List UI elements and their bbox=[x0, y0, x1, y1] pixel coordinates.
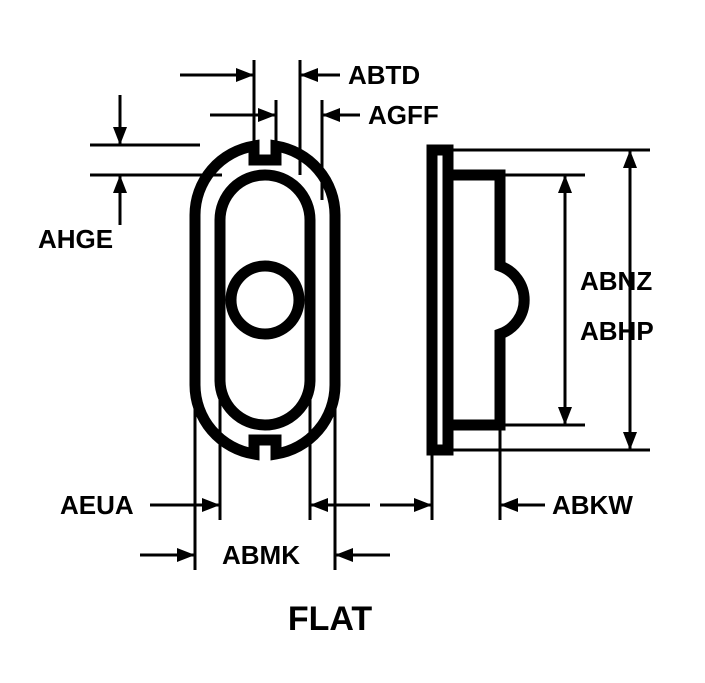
side-view bbox=[432, 150, 524, 450]
engineering-diagram: ABTD AGFF AHGE ABNZ ABHP bbox=[0, 0, 705, 683]
front-center-circle bbox=[231, 266, 299, 334]
label-ABNZ: ABNZ bbox=[580, 266, 652, 296]
label-ABTD: ABTD bbox=[348, 60, 420, 90]
dim-ABHP: ABHP bbox=[448, 150, 654, 450]
label-AGFF: AGFF bbox=[368, 100, 439, 130]
label-ABMK: ABMK bbox=[222, 540, 300, 570]
dim-ABKW: ABKW bbox=[380, 425, 633, 520]
label-AHGE: AHGE bbox=[38, 224, 113, 254]
label-ABHP: ABHP bbox=[580, 316, 654, 346]
diagram-title: FLAT bbox=[288, 600, 373, 638]
label-ABKW: ABKW bbox=[552, 490, 633, 520]
front-view bbox=[195, 146, 335, 454]
label-AEUA: AEUA bbox=[60, 490, 134, 520]
